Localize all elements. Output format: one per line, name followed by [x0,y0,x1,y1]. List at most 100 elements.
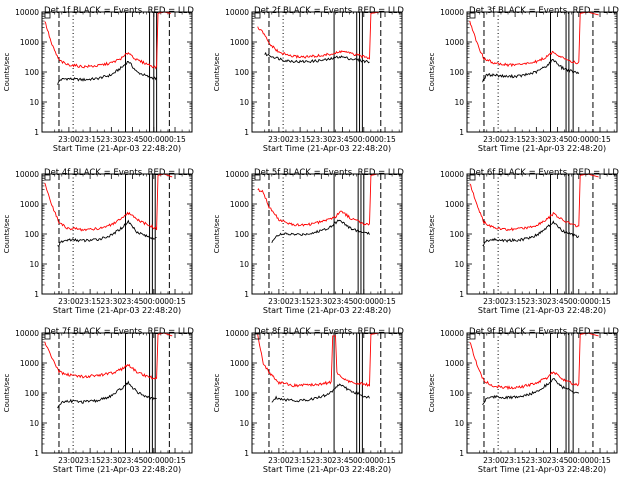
plot-area [44,12,171,132]
events-series-line [482,378,580,406]
x-tick-label: 23:30 [526,297,548,306]
y-tick-label: 1000 [20,200,39,209]
plot-frame [251,332,403,454]
x-tick-label: 23:45 [547,456,569,465]
y-tick-label: 1 [34,128,39,137]
x-tick-label: 23:15 [289,456,311,465]
x-tick-label: 23:15 [504,135,526,144]
y-tick-label: 100 [235,389,250,398]
x-tick-label: 00:15 [589,456,611,465]
y-axis-label: Counts/sec [3,53,11,92]
detector-panel: Det 9f BLACK = Events, RED = LLD Counts/s… [428,327,619,474]
x-tick-label: 00:15 [164,135,186,144]
y-tick-label: 10000 [440,170,464,179]
y-tick-label: 1000 [230,38,249,47]
x-tick-label: 23:45 [332,135,354,144]
x-tick-label: 23:30 [101,297,123,306]
x-tick-label: 00:15 [374,456,396,465]
events-series-line [482,59,580,83]
y-tick-label: 1 [244,290,249,299]
detector-panel: Det 3f BLACK = Events, RED = LLD Counts/s… [428,6,619,153]
x-tick-label: 23:00 [268,297,290,306]
y-tick-label: 10 [454,419,464,428]
panel-title: Det 1f BLACK = Events, RED = LLD [44,6,194,16]
x-tick-label: 23:15 [504,456,526,465]
x-tick-label: 23:45 [547,297,569,306]
y-axis-label: Counts/sec [3,374,11,413]
plot-area [469,333,599,453]
y-tick-label: 100 [450,68,465,77]
panel-title: Det 9f BLACK = Events, RED = LLD [469,327,619,337]
plot-area [254,12,390,132]
lld-series-line [257,174,387,227]
y-tick-label: 100 [25,230,40,239]
y-axis-label: Counts/sec [428,53,436,92]
x-tick-label: 23:15 [504,297,526,306]
detector-panel: Det 5f BLACK = Events, RED = LLD Counts/s… [213,168,404,315]
y-tick-label: 10000 [225,329,249,338]
x-tick-label: 23:30 [101,456,123,465]
panel-title: Det 3f BLACK = Events, RED = LLD [469,6,619,16]
x-tick-label: 23:00 [483,297,505,306]
plot-area [254,174,387,294]
x-tick-label: 00:15 [164,456,186,465]
y-tick-label: 10 [454,260,464,269]
detector-panel: Det 2f BLACK = Events, RED = LLD Counts/s… [213,6,404,153]
y-tick-label: 1000 [230,359,249,368]
lld-series-line [44,174,173,232]
y-tick-label: 1000 [20,359,39,368]
y-axis-label: Counts/sec [213,53,221,92]
x-tick-label: 00:15 [374,297,396,306]
corner-marker [469,12,476,19]
x-tick-label: 23:00 [58,456,80,465]
y-tick-label: 100 [235,230,250,239]
y-tick-label: 10000 [440,8,464,17]
x-tick-label: 23:30 [526,456,548,465]
x-tick-label: 00:15 [589,297,611,306]
y-tick-label: 10000 [225,8,249,17]
x-tick-label: 00:15 [589,135,611,144]
y-axis-label: Counts/sec [428,215,436,254]
y-tick-label: 1 [244,128,249,137]
x-tick-label: 00:00 [353,135,375,144]
x-tick-label: 23:15 [289,135,311,144]
plot-frame [41,332,193,454]
x-axis-label: Start Time (21-Apr-03 22:48:20) [478,144,606,153]
plot-area [254,333,388,453]
corner-marker [254,174,261,181]
plot-frame [466,173,618,295]
x-tick-label: 23:30 [526,135,548,144]
y-tick-label: 1 [459,128,464,137]
plot-frame [466,332,618,454]
lld-series-line [44,333,173,380]
lld-series-line [257,333,388,388]
x-tick-label: 23:00 [483,135,505,144]
y-tick-label: 1 [459,290,464,299]
y-tick-label: 10000 [225,170,249,179]
x-tick-label: 00:15 [374,135,396,144]
x-tick-label: 00:00 [568,456,590,465]
x-tick-label: 00:00 [568,297,590,306]
panel-title: Det 6f BLACK = Events, RED = LLD [469,168,619,178]
y-tick-label: 10000 [15,8,39,17]
detector-panel: Det 8f BLACK = Events, RED = LLD Counts/s… [213,327,404,474]
panel-title: Det 5f BLACK = Events, RED = LLD [254,168,404,178]
corner-marker [254,333,261,340]
corner-marker [254,12,261,19]
x-tick-label: 00:00 [143,297,165,306]
x-tick-label: 23:15 [79,135,101,144]
lld-series-line [257,12,390,60]
x-tick-label: 23:00 [268,456,290,465]
x-tick-label: 23:45 [122,456,144,465]
x-axis-label: Start Time (21-Apr-03 22:48:20) [263,306,391,315]
x-axis-label: Start Time (21-Apr-03 22:48:20) [263,465,391,474]
detector-panel: Det 7f BLACK = Events, RED = LLD Counts/s… [3,327,194,474]
x-tick-label: 23:00 [483,456,505,465]
plot-frame [251,173,403,295]
corner-marker [469,174,476,181]
y-tick-label: 1000 [20,38,39,47]
plot-frame [41,173,193,295]
events-series-line [271,219,370,243]
panel-title: Det 2f BLACK = Events, RED = LLD [254,6,404,16]
